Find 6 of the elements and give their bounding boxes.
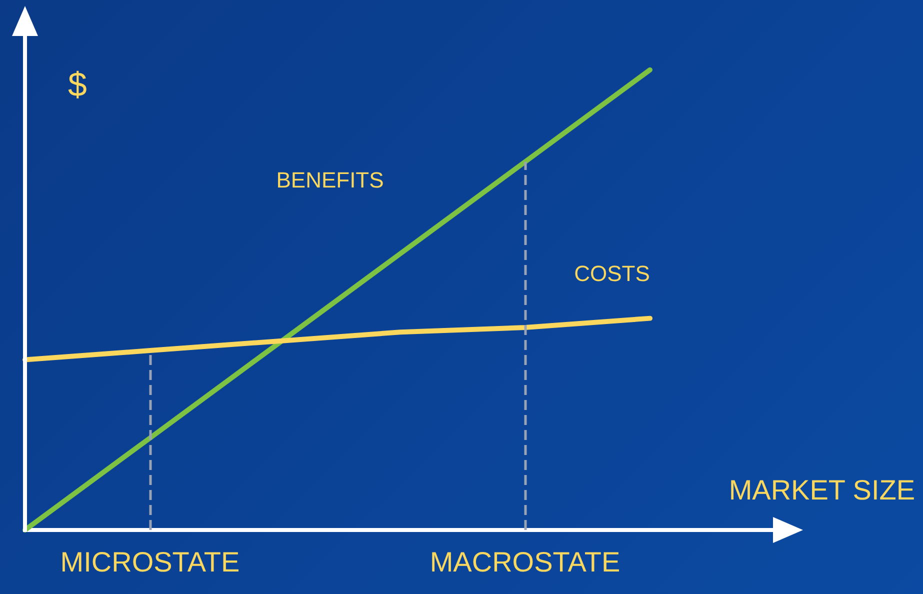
x-tick-label: MICROSTATE (60, 546, 240, 578)
x-axis-title: MARKET SIZE (728, 474, 915, 506)
y-axis-title: $ (68, 66, 87, 104)
x-tick-label: MACROSTATE (430, 546, 620, 578)
text: BENEFITS (276, 167, 384, 192)
series-label: COSTS (574, 261, 650, 286)
